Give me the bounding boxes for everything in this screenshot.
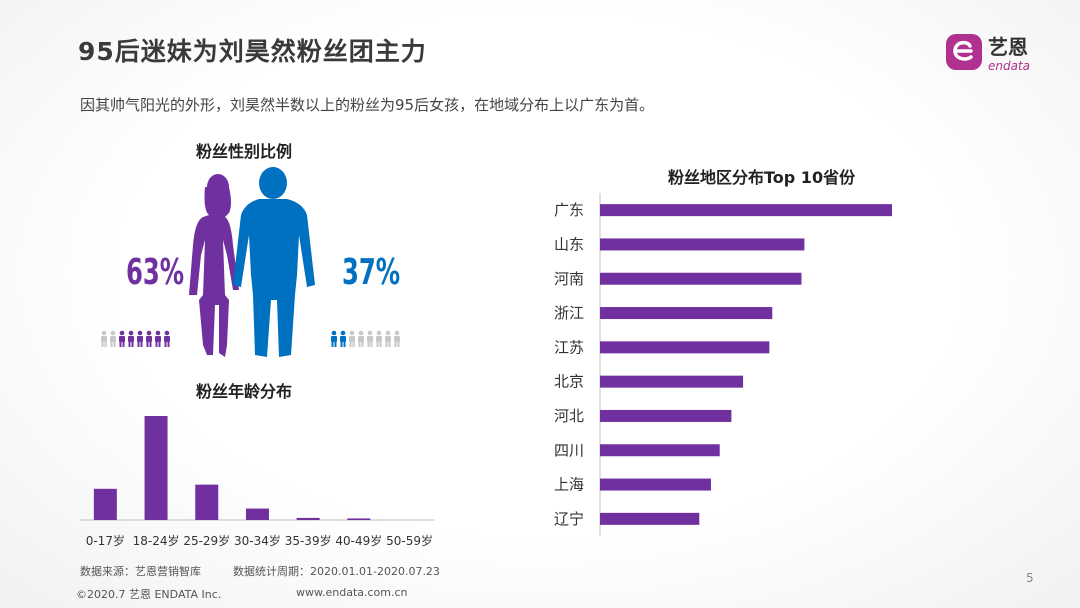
logo-subtext: endata: [988, 59, 1030, 73]
region-bar-上海: [600, 478, 711, 491]
website-link[interactable]: www.endata.com.cn: [296, 586, 408, 599]
person-icon-colored: [128, 330, 134, 347]
copyright: ©2020.7 艺恩 ENDATA Inc.: [76, 588, 222, 601]
page-subtitle: 因其帅气阳光的外形，刘昊然半数以上的粉丝为95后女孩，在地域分布上以广东为首。: [80, 96, 655, 114]
region-tick-label: 江苏: [554, 338, 584, 356]
region-tick-label: 辽宁: [554, 510, 584, 528]
region-tick-label: 四川: [554, 441, 584, 459]
age-bar-30-34岁: [245, 508, 269, 520]
person-icon-grey: [376, 330, 382, 347]
person-icon-grey: [349, 330, 355, 347]
age-tick-label: 50-59岁: [386, 533, 433, 548]
gender-title: 粉丝性别比例: [196, 142, 293, 161]
page-title: 95后迷妹为刘昊然粉丝团主力: [78, 37, 427, 66]
age-bar-40-49岁: [347, 518, 371, 520]
age-bar-25-29岁: [195, 484, 219, 520]
region-bar-辽宁: [600, 512, 700, 525]
region-title: 粉丝地区分布Top 10省份: [668, 168, 856, 187]
person-icon-grey: [385, 330, 391, 347]
data-source: 数据来源：艺恩营销智库: [80, 565, 201, 578]
region-tick-label: 河南: [554, 270, 584, 288]
person-icon-colored: [137, 330, 143, 347]
region-tick-label: 浙江: [554, 304, 584, 322]
region-tick-label: 河北: [554, 407, 584, 425]
data-period: 数据统计周期：2020.01.01-2020.07.23: [233, 565, 440, 578]
person-icon-grey: [101, 330, 107, 347]
person-icon-grey: [367, 330, 373, 347]
person-icon-grey: [394, 330, 400, 347]
age-tick-label: 40-49岁: [335, 533, 382, 548]
age-title: 粉丝年龄分布: [196, 382, 293, 401]
region-bar-山东: [600, 238, 805, 251]
age-bar-chart: 0-17岁 18-24岁 25-29岁 30-34岁 35-39岁 40-49岁 50-59…: [80, 416, 435, 548]
person-icon-grey: [110, 330, 116, 347]
person-icon-colored: [340, 330, 346, 347]
person-icon-colored: [155, 330, 161, 347]
female-percent: 63%: [126, 252, 185, 293]
person-icon-colored: [119, 330, 125, 347]
female-ratio-icons: [101, 330, 170, 347]
region-bar-四川: [600, 444, 720, 457]
age-tick-label: 30-34岁: [234, 533, 281, 548]
region-tick-label: 广东: [554, 201, 584, 219]
logo-mark-icon: [946, 34, 982, 70]
region-tick-label: 上海: [554, 476, 584, 494]
gender-silhouettes: [189, 167, 315, 357]
female-silhouette-icon: [189, 174, 239, 357]
age-tick-label: 25-29岁: [183, 533, 230, 548]
age-tick-label: 0-17岁: [86, 533, 125, 548]
region-tick-label: 北京: [554, 373, 584, 391]
page-number: 5: [1026, 571, 1034, 585]
endata-logo: 艺恩 endata: [944, 28, 1054, 76]
age-bar-35-39岁: [296, 517, 320, 520]
region-bar-河南: [600, 272, 802, 285]
region-bar-广东: [600, 204, 892, 217]
male-percent: 37%: [342, 252, 401, 293]
logo-text: 艺恩: [988, 35, 1028, 59]
region-bar-北京: [600, 375, 744, 388]
male-silhouette-icon: [233, 167, 315, 357]
region-bar-浙江: [600, 307, 773, 320]
person-icon-grey: [358, 330, 364, 347]
person-icon-colored: [146, 330, 152, 347]
age-bar-0-17岁: [93, 488, 117, 520]
region-bar-河北: [600, 409, 732, 422]
age-bar-18-24岁: [144, 416, 168, 520]
person-icon-colored: [164, 330, 170, 347]
male-ratio-icons: [331, 330, 400, 347]
age-tick-label: 18-24岁: [133, 533, 180, 548]
person-icon-colored: [331, 330, 337, 347]
age-tick-label: 35-39岁: [285, 533, 332, 548]
region-bar-江苏: [600, 341, 770, 354]
region-tick-label: 山东: [554, 235, 584, 253]
